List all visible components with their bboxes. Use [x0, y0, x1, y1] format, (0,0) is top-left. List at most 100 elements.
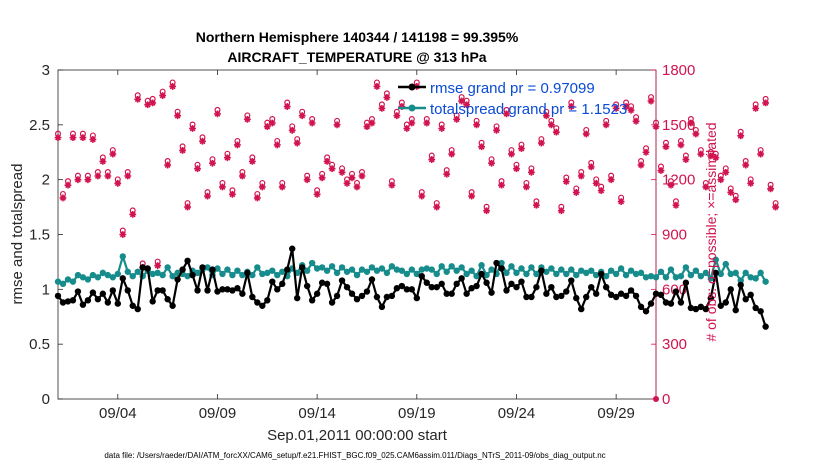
obs-assimilated-marker: [567, 103, 575, 110]
totalspread-point: [742, 269, 749, 277]
y-left-tick-label: 2: [42, 172, 50, 189]
y-right-tick-label: 1800: [662, 62, 695, 79]
rmse-point: [607, 291, 615, 299]
obs-assimilated-marker: [587, 163, 595, 171]
y-left-tick-label: 3: [42, 62, 50, 79]
totalspread-point: [672, 274, 680, 281]
rmse-point: [583, 293, 590, 301]
obs-assimilated-marker: [114, 179, 122, 187]
obs-assimilated-marker: [692, 130, 700, 138]
obs-assimilated-marker: [224, 154, 231, 162]
rmse-point: [498, 265, 505, 272]
totalspread-point: [54, 278, 62, 285]
rmse-point: [303, 282, 311, 290]
y-left-tick-label: 0.5: [29, 336, 50, 353]
x-axis-label: Sep.01,2011 00:00:00 start: [267, 427, 448, 444]
obs-assimilated-marker: [348, 174, 356, 182]
obs-assimilated-marker: [662, 143, 670, 151]
rmse-point: [757, 308, 764, 315]
left-axis-ticks: 0 0.5 1 1.5 2 2.5 3: [29, 62, 63, 408]
totalspread-point: [99, 269, 107, 277]
obs-assimilated-marker: [258, 183, 266, 191]
y-left-tick-label: 2.5: [29, 117, 50, 134]
obs-assimilated-marker: [597, 187, 605, 195]
rmse-point: [244, 269, 251, 277]
obs-assimilated-marker: [562, 178, 570, 185]
totalspread-point: [737, 277, 744, 284]
obs-assimilated-marker: [572, 189, 580, 196]
rmse-point: [438, 280, 445, 288]
chart-title: Northern Hemisphere 140344 / 141198 = 99…: [196, 29, 519, 45]
totalspread-point: [712, 256, 719, 263]
obs-assimilated-marker: [373, 83, 381, 90]
rmse-point: [652, 290, 660, 297]
obs-assimilated-marker: [523, 183, 530, 191]
obs-assimilated-marker: [672, 201, 680, 209]
obs-assimilated-marker: [199, 137, 206, 145]
obs-assimilated-marker: [119, 231, 127, 238]
obs-assimilated-marker: [627, 106, 635, 114]
totalspread-point: [692, 267, 700, 274]
obs-assimilated-marker: [652, 123, 660, 131]
data-file-footer: data file: /Users/raeder/DAI/ATM_forcXX/…: [104, 451, 605, 460]
rmse-point: [393, 285, 401, 292]
totalspread-point: [578, 267, 585, 274]
obs-assimilated-marker: [159, 92, 167, 99]
obs-assimilated-marker: [174, 112, 181, 120]
rmse-point: [403, 286, 411, 293]
obs-assimilated-marker: [179, 147, 186, 154]
totalspread-point: [573, 271, 580, 279]
rmse-point: [194, 287, 201, 294]
rmse-point: [129, 302, 136, 309]
totalspread-point: [483, 271, 490, 279]
totalspread-point: [59, 280, 67, 288]
rmse-point: [558, 292, 565, 300]
totalspread-point: [662, 274, 670, 281]
y-left-tick-label: 1.5: [29, 227, 50, 244]
obs-assimilated-marker: [124, 172, 132, 180]
rmse-point: [159, 287, 166, 294]
totalspread-point: [378, 265, 386, 272]
rmse-point: [647, 300, 655, 307]
rmse-point: [259, 302, 266, 309]
rmse-point: [697, 303, 705, 311]
totalspread-point: [752, 275, 759, 282]
rmse-point: [503, 287, 510, 294]
obs-assimilated-marker: [682, 156, 690, 163]
obs-assimilated-marker: [149, 99, 157, 107]
totalspread-point: [274, 271, 281, 279]
obs-assimilated-marker: [552, 128, 560, 136]
totalspread-point: [338, 264, 346, 271]
totalspread-point: [607, 267, 615, 274]
rmse-point: [398, 282, 406, 290]
obs-assimilated-marker: [463, 101, 471, 109]
rmse-point: [388, 292, 396, 300]
rmse-point: [408, 286, 416, 293]
rmse-point: [573, 294, 580, 302]
obs-assimilated-marker: [557, 207, 565, 215]
rmse-point: [284, 266, 291, 273]
totalspread-point: [303, 267, 311, 274]
obs-assimilated-marker: [677, 141, 685, 149]
obs-assimilated-marker: [468, 192, 476, 200]
obs-assimilated-marker: [448, 150, 456, 158]
rmse-point: [632, 292, 640, 300]
totalspread-point: [343, 268, 351, 275]
y-axis-label-left: rmse and totalspread: [9, 164, 26, 305]
obs-assimilated-marker: [488, 159, 495, 167]
obs-assimilated-marker: [204, 192, 211, 200]
x-tick-label: 09/29: [597, 405, 635, 422]
obs-assimilated-marker: [388, 181, 396, 189]
totalspread-point: [558, 266, 565, 273]
rmse-point: [418, 272, 425, 280]
rmse-point: [677, 299, 685, 306]
totalspread-point: [348, 266, 356, 273]
totalspread-point: [533, 270, 540, 278]
rmse-point: [254, 299, 261, 306]
rmse-point: [279, 280, 286, 288]
obs-assimilated-marker: [537, 139, 545, 147]
totalspread-point: [717, 270, 724, 278]
totalspread-point: [159, 271, 166, 279]
obs-assimilated-marker: [189, 125, 196, 132]
totalspread-point: [214, 265, 221, 272]
